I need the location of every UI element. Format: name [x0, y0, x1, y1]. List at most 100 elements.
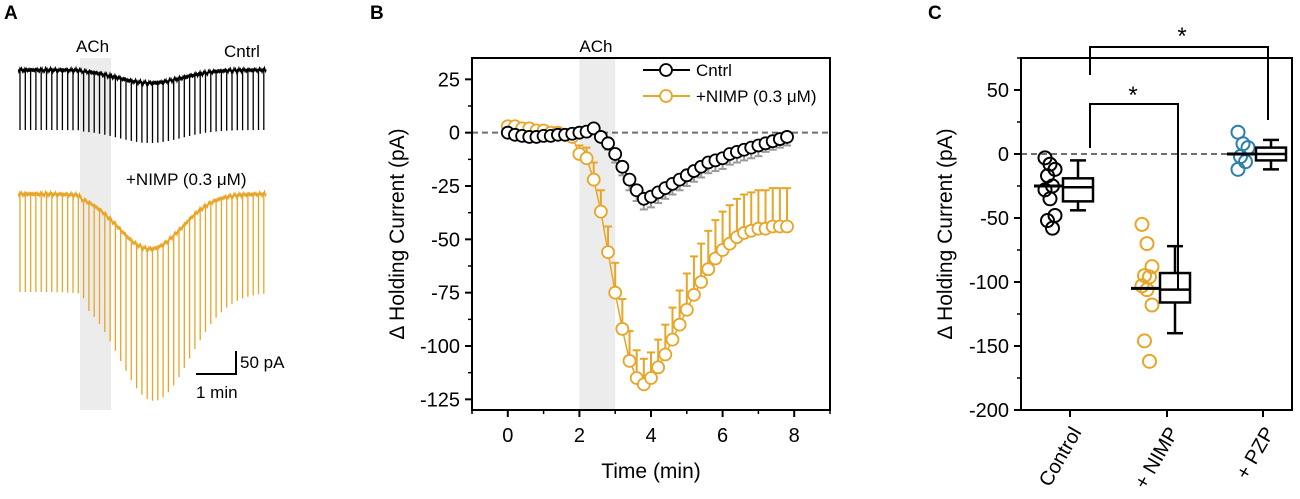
significance-brackets: ** [1089, 23, 1269, 290]
y-tick-label: 0 [998, 144, 1009, 166]
data-point [622, 172, 637, 187]
data-point [658, 347, 673, 362]
trace-label-cntrl: Cntrl [224, 42, 260, 61]
ach-window-label: ACh [579, 37, 612, 56]
x-category-label: Control [1035, 424, 1086, 491]
data-point [651, 360, 666, 375]
y-tick-label: -25 [431, 176, 460, 198]
x-tick-label: 2 [574, 425, 585, 447]
series-b [500, 119, 794, 392]
y-tick-label: -200 [969, 400, 1009, 422]
data-point [644, 371, 658, 385]
scale-bar: 50 pA 1 min [196, 351, 285, 402]
data-point [586, 172, 601, 187]
x-tick-label: 6 [717, 425, 728, 447]
ach-application-bar [80, 58, 111, 410]
plot-frame-c [1020, 57, 1293, 411]
group-nimp [1131, 216, 1192, 369]
scale-bar-lines [196, 351, 237, 375]
data-point [780, 219, 794, 234]
legend-b: Cntrl +NIMP (0.3 μM) [643, 61, 816, 106]
scatter-point [1042, 191, 1058, 207]
nimp-trace-spikes [19, 194, 265, 401]
scale-x-label: 1 min [196, 383, 238, 402]
sig-bracket-nimp [1089, 103, 1179, 290]
data-point [780, 130, 794, 144]
ach-window-bar [579, 58, 616, 410]
group-control [1034, 150, 1095, 236]
panel-a-letter: A [4, 3, 18, 24]
sig-star-pzp: * [1177, 23, 1186, 50]
data-point [701, 262, 716, 277]
scatter-point [1045, 220, 1060, 236]
y-tick-label: -100 [420, 336, 460, 358]
y-tick-label: -125 [420, 389, 460, 411]
panel-a: A ACh Cntrl +NIMP (0.3 μM) 50 pA 1 min [4, 3, 285, 410]
sig-bracket-pzp [1089, 46, 1269, 120]
y-axis-title-c: Δ Holding Current (pA) [934, 128, 957, 339]
scatter-point [1142, 353, 1157, 369]
y-tick-label: -50 [431, 229, 460, 251]
data-point [679, 302, 694, 317]
panel-c: C 50 0 -50 -100 -150 -200 Control + NIMP + PZP *… [928, 3, 1293, 493]
y-tick-label: 25 [438, 69, 460, 91]
ach-label: ACh [76, 37, 109, 56]
y-tick-label: -100 [969, 272, 1009, 294]
cntrl-trace-baseline [17, 65, 267, 88]
data-point [694, 275, 709, 289]
series-cntrl [500, 121, 794, 211]
y-tick-label: 50 [987, 80, 1009, 102]
scatter-point [1139, 236, 1155, 252]
data-point [687, 287, 701, 302]
trace-label-nimp: +NIMP (0.3 μM) [126, 170, 246, 189]
x-category-label: + PZP [1232, 424, 1279, 484]
data-point [608, 147, 623, 161]
scatter-point [1144, 259, 1160, 275]
scatter-point [1134, 216, 1150, 232]
axes-c: 50 0 -50 -100 -150 -200 Control + NIMP + PZP [969, 57, 1279, 493]
data-point [593, 204, 608, 219]
scatter-point [1144, 297, 1160, 313]
scatter-point [1040, 213, 1055, 229]
data-point [665, 332, 680, 347]
data-point [615, 322, 630, 336]
data-point [586, 121, 601, 136]
x-tick-label: 8 [789, 425, 800, 447]
legend-marker [659, 89, 673, 103]
trace-nimp [17, 189, 267, 401]
axes-b: 0 2 4 6 8 25 0 -25 -50 -75 -100 -125 [420, 69, 831, 447]
x-tick-label: 4 [645, 425, 656, 447]
data-point [601, 245, 615, 260]
data-point [601, 136, 615, 151]
scatter-point [1230, 161, 1246, 177]
y-tick-label: -50 [980, 208, 1009, 230]
plot-frame-b [471, 57, 831, 411]
sig-star-nimp: * [1128, 82, 1137, 109]
panel-b-letter: B [370, 3, 384, 24]
cntrl-trace-spikes [19, 70, 265, 143]
data-point [672, 317, 687, 332]
groups-c [1034, 124, 1288, 369]
scatter-point [1137, 333, 1152, 349]
y-tick-label: -75 [431, 283, 460, 305]
panel-b: B ACh 0 2 4 6 8 25 0 -25 -50 -75 -100 -125 Cntrl +NI… [370, 3, 831, 483]
data-point [579, 151, 594, 166]
data-point [708, 251, 723, 266]
legend-label: Cntrl [696, 61, 732, 80]
data-point [608, 285, 623, 300]
legend-label: +NIMP (0.3 μM) [696, 87, 816, 106]
x-tick-label: 0 [502, 425, 513, 447]
data-point [622, 354, 637, 368]
x-axis-title: Time (min) [601, 460, 701, 483]
series-nimp [500, 119, 794, 392]
legend-marker [659, 63, 673, 77]
trace-cntrl [17, 65, 267, 143]
box [1061, 177, 1095, 203]
data-point [615, 159, 630, 174]
group-pzp [1227, 124, 1288, 177]
scale-y-label: 50 pA [240, 353, 285, 372]
y-tick-label: 0 [449, 123, 460, 145]
y-axis-title-b: Δ Holding Current (pA) [386, 128, 409, 339]
series-line [507, 125, 788, 386]
